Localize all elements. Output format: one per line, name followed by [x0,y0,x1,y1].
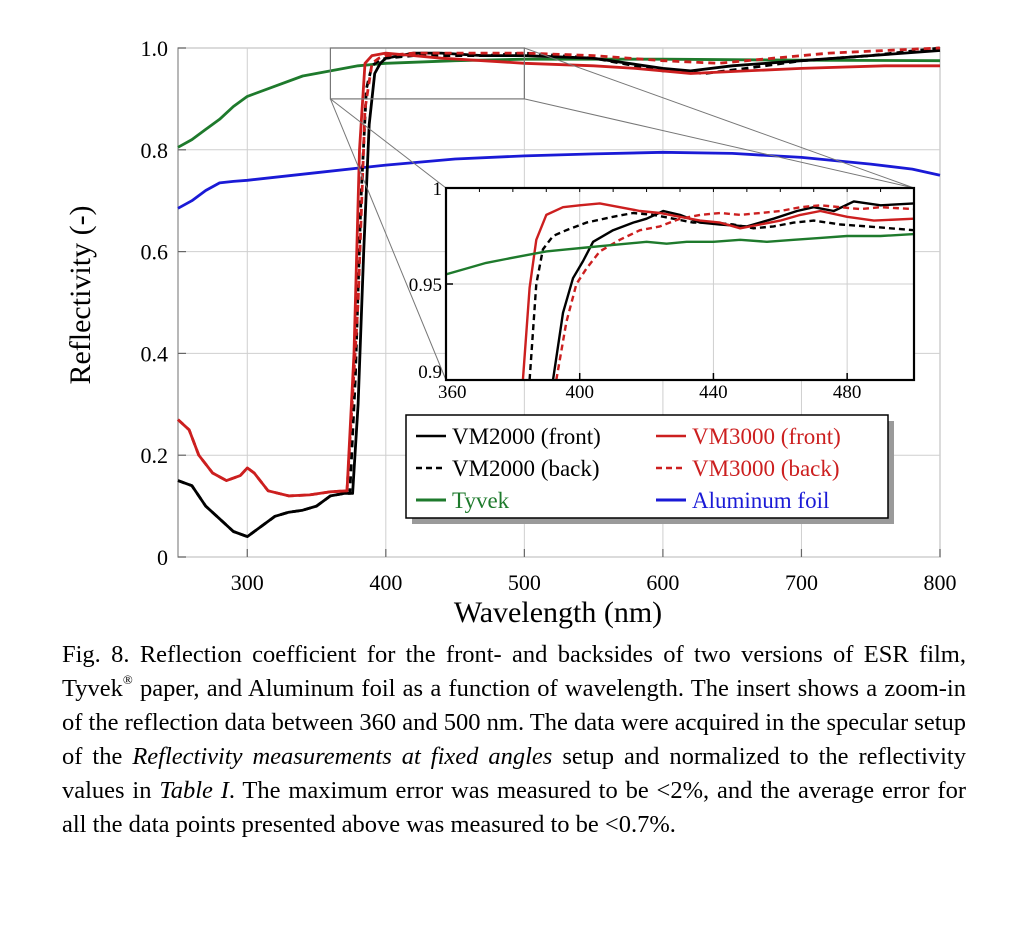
legend-box [405,414,889,519]
y-tick-label: 0.6 [141,240,169,265]
inset-series-line-tyvek [446,232,914,276]
legend-label-tyvek: Tyvek [452,488,510,513]
inset-x-tick-label: 480 [833,382,862,403]
zoom-connector [329,98,447,381]
legend-label-vm2000-back: VM2000 (back) [452,456,600,481]
axis-ticks: 300 400 500 600 700 800 0 0.2 0.4 0.6 0.8 1.0 [141,36,957,595]
zoom-indicator [329,47,915,381]
caption-text-2: paper, and Aluminum foil as a function o… [62,675,966,770]
reflectivity-figure: 300 400 500 600 700 800 0 0.2 0.4 0.6 0.8 1.0 Wavel… [64,36,957,629]
caption-italic-2: Table I [159,777,229,804]
inset-series-line-vm2000-back [528,211,914,380]
inset-axis-ticks: 360 400 440 480 0.9 0.95 1 [409,179,915,403]
series-line-tyvek [177,57,941,149]
y-tick-label: 1.0 [141,36,169,61]
caption-text-4: . The maximum error was measured to be <… [62,777,966,838]
inset-x-tick-label: 360 [438,382,467,403]
figure-caption: Fig. 8. Reflection coefficient for the f… [62,638,966,842]
inset-y-tick-label: 1 [433,179,443,200]
x-tick-label: 800 [924,570,957,595]
x-tick-label: 400 [369,570,402,595]
caption-text-1: Fig. 8. Reflection coefficient for the f… [62,641,966,702]
inset-x-tick-label: 400 [565,382,594,403]
series-line-vm3000-back [177,46,941,498]
y-axis-title: Reflectivity (-) [64,205,97,384]
inset-series [446,200,914,380]
legend-label-vm3000-back: VM3000 (back) [692,456,840,481]
inset-series-line-vm3000-back [555,204,914,380]
inset-y-tick-label: 0.95 [409,275,442,296]
series-line-vm2000-front [177,49,941,538]
main-series [177,46,941,538]
series-line-aluminum-foil [177,150,941,210]
y-tick-label: 0.8 [141,138,169,163]
y-tick-label: 0.2 [141,443,169,468]
zoom-connector [524,47,915,189]
legend-label-vm3000-front: VM3000 (front) [692,424,841,449]
x-tick-label: 500 [508,570,541,595]
x-tick-label: 300 [231,570,264,595]
y-tick-label: 0 [157,545,168,570]
legend: VM2000 (front) VM2000 (back) Tyvek VM300… [405,414,894,524]
inset-plot: 360 400 440 480 0.9 0.95 1 [409,179,916,403]
legend-label-aluminum-foil: Aluminum foil [692,488,829,513]
inset-y-tick-label: 0.9 [418,362,442,383]
inset-series-line-vm3000-front [521,202,914,380]
caption-text-3: setup and normalized to the reflectivity… [62,743,966,804]
x-axis-title: Wavelength (nm) [454,596,662,629]
legend-label-vm2000-front: VM2000 (front) [452,424,601,449]
x-tick-label: 700 [785,570,818,595]
caption-italic-1: Reflectivity measurements at fixed angle… [132,743,553,770]
zoom-connector [330,98,447,189]
registered-mark: ® [122,672,133,687]
zoom-box [329,47,525,100]
y-tick-label: 0.4 [141,341,169,366]
zoom-connector [524,98,915,189]
inset-x-tick-label: 440 [699,382,728,403]
x-tick-label: 600 [646,570,679,595]
